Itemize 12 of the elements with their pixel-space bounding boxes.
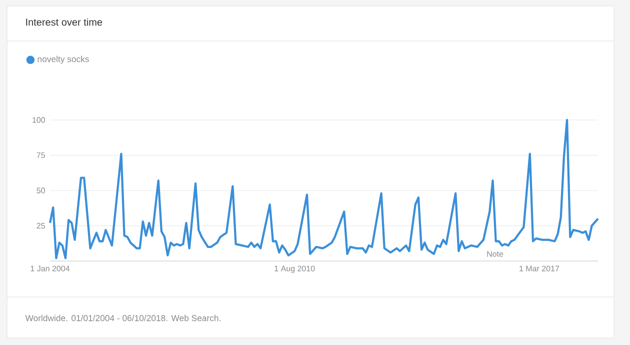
line-series xyxy=(48,118,600,260)
legend-label: novelty socks xyxy=(38,56,89,64)
text: Worldwide. 01/01/2004 - 06/10/2018. Web Search. xyxy=(25,314,220,322)
y-tick-label: 50 xyxy=(36,188,45,194)
x-tick-label: 1 Mar 2017 xyxy=(520,266,560,272)
y-tick-label: 25 xyxy=(36,222,45,229)
y-tick-label: 75 xyxy=(36,152,45,158)
x-tick-label: 1 Aug 2010 xyxy=(274,266,315,273)
x-tick-label: 1 Jan 2004 xyxy=(30,266,70,272)
chart-title: Interest over time xyxy=(26,18,102,26)
y-tick-label: 100 xyxy=(32,117,45,123)
annotation: Note xyxy=(487,251,504,257)
